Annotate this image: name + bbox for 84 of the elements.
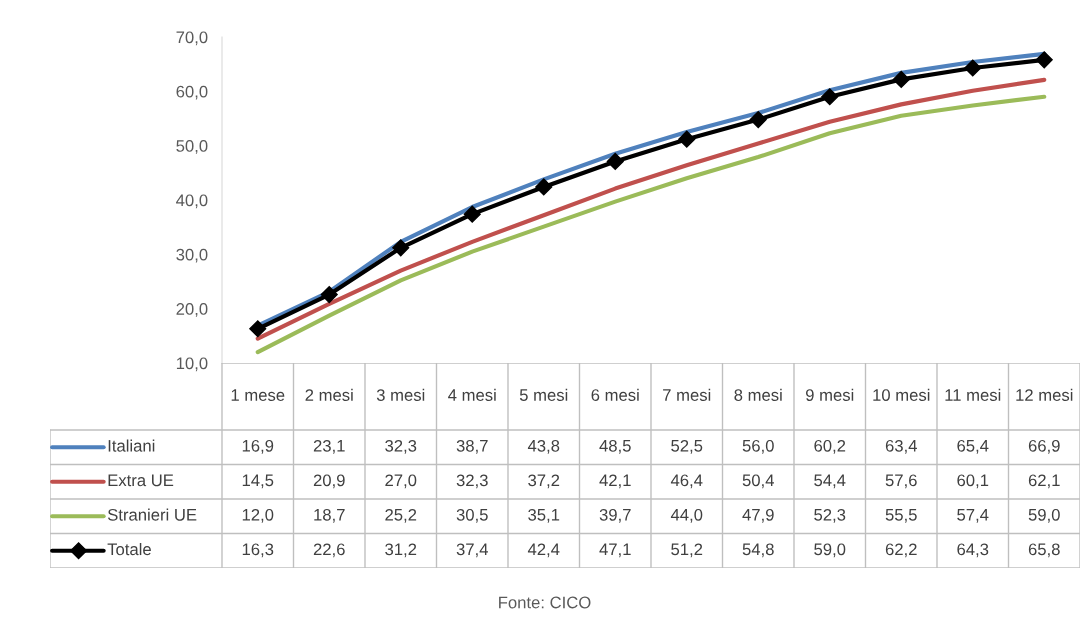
data-label: 12,0: [242, 508, 274, 523]
point: [606, 152, 624, 170]
data-label: 37,2: [528, 474, 560, 489]
y-tick-label: 50,0: [176, 140, 208, 154]
source-note: Fonte: CICO: [499, 596, 591, 609]
x-tick-label: 2 mesi: [305, 388, 353, 401]
data-label: 37,4: [456, 543, 488, 558]
y-tick-label: 40,0: [176, 194, 208, 209]
data-label: 59,0: [814, 543, 846, 558]
data-label: 63,4: [885, 439, 917, 454]
data-label: 35,1: [528, 508, 560, 523]
data-label: 14,5: [242, 474, 274, 489]
data-label: 32,3: [385, 439, 417, 454]
data-label: 60,1: [957, 474, 989, 489]
data-label: 60,2: [814, 439, 846, 454]
point: [320, 285, 338, 304]
x-tick-label: 9 mesi: [805, 388, 854, 401]
point: [749, 111, 767, 129]
x-tick-label: 6 mesi: [591, 388, 639, 401]
data-label: 54,8: [742, 543, 774, 558]
data-label: 42,4: [527, 543, 560, 558]
y-tick-label: 70,0: [176, 31, 208, 46]
data-label: 64,3: [957, 543, 989, 558]
data-label: 65,8: [1028, 543, 1060, 558]
data-label: 57,4: [957, 509, 989, 523]
point: [821, 88, 839, 106]
data-label: 66,9: [1028, 439, 1060, 454]
point: [463, 205, 481, 223]
legend-label: Extra UE: [108, 474, 174, 487]
x-tick-label: 8 mesi: [734, 388, 782, 401]
data-label: 22,6: [313, 543, 345, 558]
data-label: 62,2: [885, 543, 917, 558]
data-label: 42,1: [599, 474, 631, 489]
legend-label: Stranieri UE: [107, 508, 197, 521]
data-label: 50,4: [742, 474, 774, 489]
data-label: 38,7: [456, 439, 488, 454]
point: [249, 320, 267, 338]
data-label: 47,9: [742, 508, 774, 523]
data-label: 55,5: [885, 509, 917, 523]
data-label: 47,1: [599, 543, 631, 558]
data-label: 52,5: [671, 439, 703, 454]
legend-label: Italiani: [108, 439, 155, 452]
data-label: 54,4: [814, 474, 846, 489]
data-label: 25,2: [385, 508, 417, 523]
data-label: 31,2: [385, 543, 417, 558]
data-label: 44,0: [670, 508, 703, 523]
y-tick-label: 20,0: [176, 303, 208, 317]
x-tick-label: 12 mesi: [1016, 388, 1073, 401]
data-label: 62,1: [1028, 474, 1060, 489]
point: [1035, 51, 1053, 69]
point: [892, 70, 910, 88]
data-label: 56,0: [742, 439, 774, 454]
point: [535, 178, 553, 196]
data-label: 23,1: [313, 439, 345, 454]
data-label: 52,3: [814, 508, 846, 523]
data-label: 59,0: [1028, 508, 1060, 523]
data-label: 16,3: [242, 543, 274, 558]
x-tick-label: 4 mesi: [448, 388, 496, 401]
data-label: 57,6: [885, 474, 917, 489]
y-tick-label: 60,0: [176, 85, 208, 100]
data-label: 39,7: [599, 508, 631, 523]
point: [964, 59, 982, 77]
y-tick-label: 30,0: [176, 248, 208, 263]
x-tick-label: 5 mesi: [519, 388, 568, 401]
data-label: 20,9: [313, 474, 345, 489]
point: [392, 239, 410, 257]
y-tick-label: 10,0: [176, 357, 208, 372]
x-tick-label: 3 mesi: [376, 388, 425, 401]
legend-label: Totale: [107, 542, 151, 556]
x-tick-label: 11 mesi: [945, 388, 1001, 401]
x-tick-label: 1 mese: [231, 389, 285, 401]
data-label: 30,5: [456, 508, 488, 523]
data-label: 16,9: [242, 439, 274, 454]
data-label: 27,0: [385, 474, 417, 489]
data-label: 32,3: [456, 474, 488, 489]
data-label: 65,4: [957, 439, 989, 454]
point: [678, 130, 696, 148]
data-label: 48,5: [599, 439, 631, 454]
data-label: 51,2: [671, 543, 703, 558]
x-tick-label: 10 mesi: [873, 388, 930, 401]
data-label: 46,4: [670, 474, 703, 489]
data-label: 18,7: [314, 508, 345, 523]
x-tick-label: 7 mesi: [663, 388, 711, 401]
data-label: 43,8: [527, 439, 560, 454]
